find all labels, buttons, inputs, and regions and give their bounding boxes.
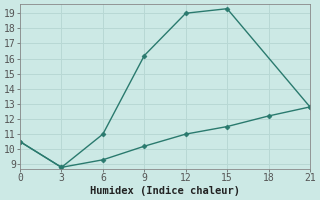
X-axis label: Humidex (Indice chaleur): Humidex (Indice chaleur) [90, 186, 240, 196]
